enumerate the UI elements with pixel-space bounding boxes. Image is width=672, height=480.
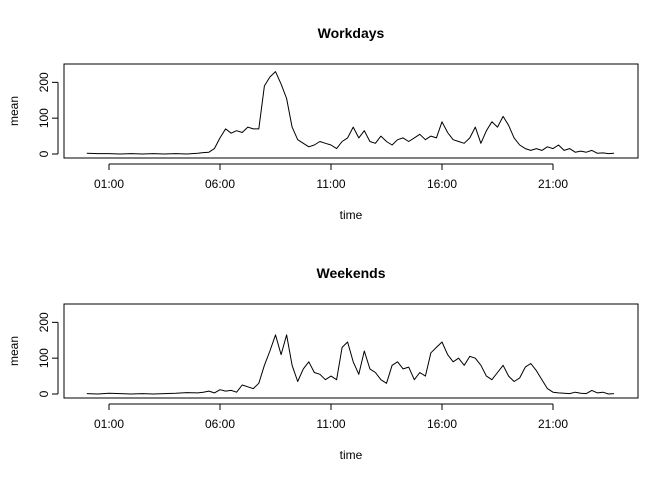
x-tick-label: 11:00 xyxy=(316,177,345,191)
y-axis-label: mean xyxy=(7,336,21,366)
y-tick-label: 100 xyxy=(37,108,51,128)
chart-panel-2: Weekends 01:00 06:00 11:00 16:00 21:00 0 100 200… xyxy=(7,265,639,462)
x-tick-label: 21:00 xyxy=(538,417,568,431)
x-tick-label: 16:00 xyxy=(427,417,457,431)
series-line-1 xyxy=(86,334,615,395)
y-tick-label: 0 xyxy=(37,390,51,397)
x-axis-label: time xyxy=(340,208,363,222)
x-tick-label: 21:00 xyxy=(538,177,568,191)
x-axis-label: time xyxy=(340,448,363,462)
chart-title: Workdays xyxy=(318,25,385,41)
chart-panel-1: Workdays 01:00 06:00 11:00 16:00 21:00 0 100 200… xyxy=(7,25,639,222)
x-tick-label: 01:00 xyxy=(94,177,124,191)
plot-frame xyxy=(63,303,639,399)
y-tick-label: 200 xyxy=(37,72,51,92)
x-tick-label: 16:00 xyxy=(427,177,457,191)
y-tick-label: 200 xyxy=(37,312,51,332)
x-tick-label: 01:00 xyxy=(94,417,124,431)
y-tick-label: 100 xyxy=(37,348,51,368)
y-tick-label: 0 xyxy=(37,150,51,157)
x-tick-label: 06:00 xyxy=(205,417,235,431)
chart-title: Weekends xyxy=(317,265,386,281)
x-tick-label: 11:00 xyxy=(316,417,345,431)
series-line-1 xyxy=(86,71,615,155)
x-tick-label: 06:00 xyxy=(205,177,235,191)
plot-frame xyxy=(63,63,639,159)
y-axis-label: mean xyxy=(7,96,21,126)
